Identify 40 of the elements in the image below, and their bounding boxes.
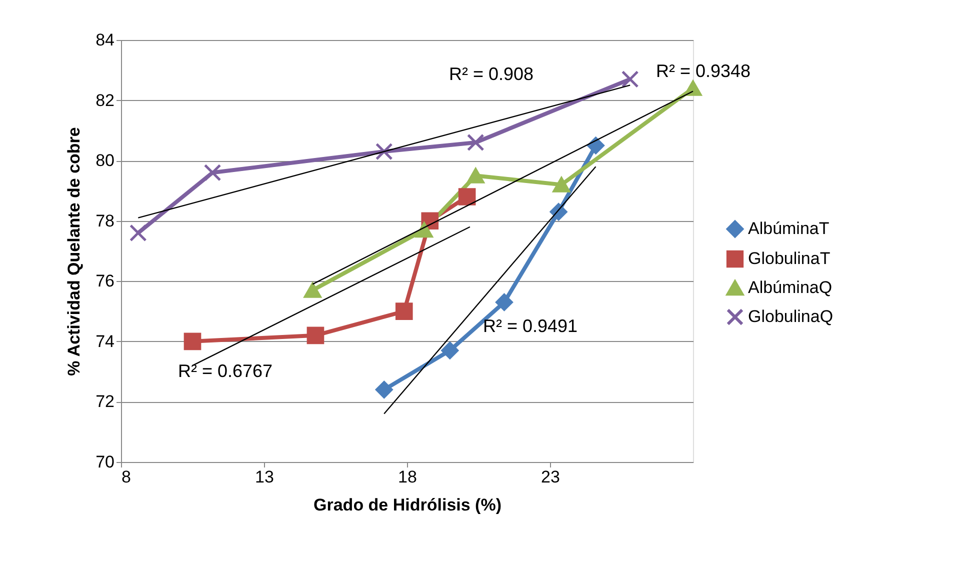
point [684, 80, 702, 96]
point [184, 332, 202, 350]
y-tick-label: 78 [96, 211, 114, 230]
y-tick-label: 74 [96, 332, 114, 351]
point [458, 188, 476, 206]
point [375, 142, 393, 160]
y-tick-label: 82 [96, 90, 114, 110]
y-tick-label: 80 [96, 151, 114, 170]
point [466, 134, 484, 152]
point [441, 342, 459, 360]
x-tick-label: 18 [398, 468, 417, 486]
y-axis-title: % Actividad Quelante de cobre [64, 127, 84, 376]
y-tick-label: 76 [96, 272, 114, 291]
x-tick-label: 13 [255, 468, 274, 486]
y-tick-label: 70 [96, 452, 114, 472]
y-tick-label: 72 [96, 392, 114, 412]
annotation: R² = 0.9348 [656, 61, 751, 81]
x-tick-label: 23 [541, 468, 560, 486]
y-tick-label: 84 [96, 30, 114, 50]
annotation: R² = 0.908 [449, 64, 534, 84]
point [466, 168, 484, 184]
annotation: R² = 0.9491 [483, 316, 578, 336]
point [306, 326, 324, 344]
point [129, 224, 147, 242]
point [415, 222, 433, 238]
legend-label: AlbúminaT [748, 219, 830, 238]
point [304, 282, 322, 298]
point [204, 164, 222, 182]
point [621, 70, 639, 88]
annotation: R² = 0.6767 [178, 361, 273, 381]
legend-label: GlobulinaT [748, 249, 830, 268]
point [496, 294, 513, 311]
legend-label: GlobulinaQ [748, 307, 834, 326]
point [552, 177, 570, 192]
x-axis-title: Grado de Hidrólisis (%) [314, 496, 502, 514]
point [395, 302, 413, 320]
point [587, 136, 604, 154]
point [375, 380, 393, 398]
x-tick-label: 8 [122, 468, 131, 486]
legend-label: AlbúminaQ [748, 278, 832, 297]
